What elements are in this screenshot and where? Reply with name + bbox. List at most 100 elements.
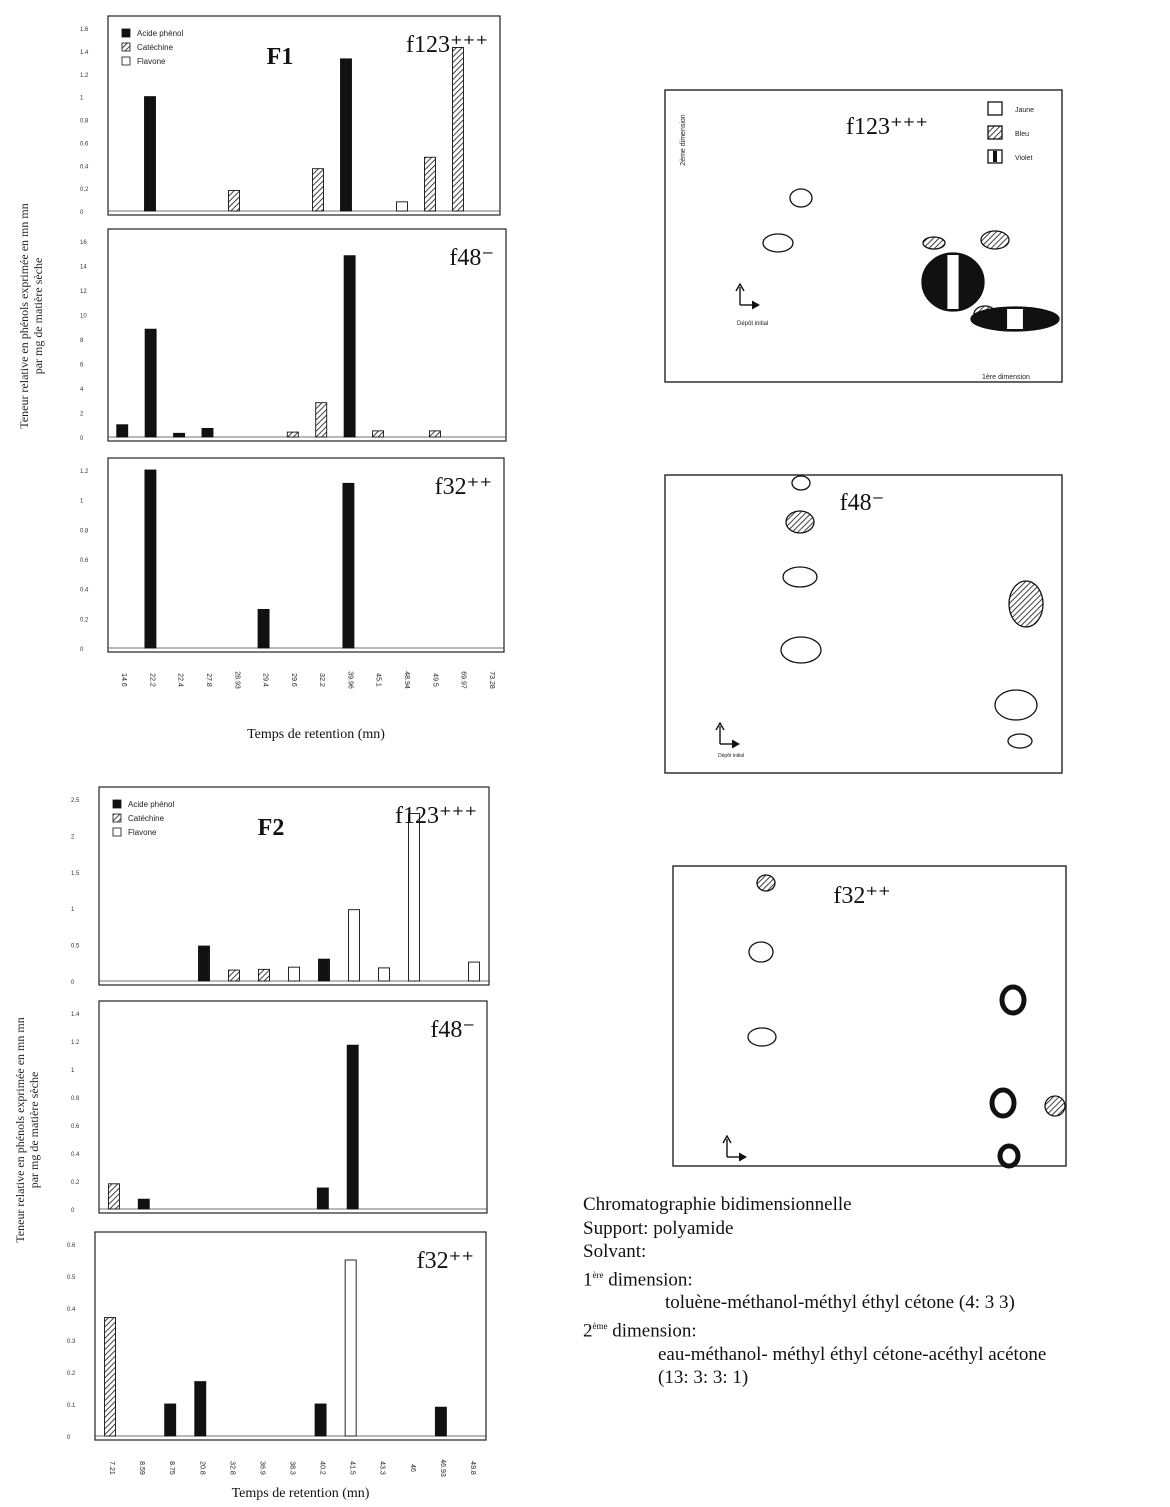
- x-tick-label: 8.75: [168, 1461, 175, 1475]
- bar-charts: 0 0.2 0.4 0.6 0.8 1 1.2 1.4 1.6 f123⁺⁺⁺ F1 Acide ph…: [13, 15, 507, 1501]
- sample-label: f32⁺⁺: [417, 1248, 474, 1274]
- x-tick-label: 8.59: [138, 1461, 145, 1475]
- bar-acide-phénol: [342, 482, 355, 649]
- y-tick-label: 0: [80, 436, 84, 442]
- x-tick-label: 39.96: [346, 671, 353, 689]
- y-tick-label: 1.2: [80, 469, 89, 475]
- bar-flavone: [378, 967, 390, 982]
- y-tick-label: 1.4: [80, 50, 89, 56]
- sample-label: f32⁺⁺: [435, 474, 492, 500]
- x-tick-label: 38.3: [289, 1461, 296, 1475]
- spot-bleu: [1008, 580, 1044, 628]
- plot-frame: [98, 1000, 488, 1214]
- y-tick-label: 4: [80, 387, 84, 393]
- legend-label: Catéchine: [128, 814, 165, 823]
- legend-label: Violet: [1015, 155, 1032, 162]
- legend-label: Bleu: [1015, 131, 1029, 138]
- caption-dim1: 1ère dimension:: [583, 1264, 1168, 1292]
- y-tick-label: 0: [67, 1435, 71, 1441]
- y-tick-label: 14: [80, 265, 87, 271]
- bar-catéchine: [452, 46, 464, 212]
- x-tick-label: 45.1: [375, 673, 382, 687]
- y-tick-label: 0.6: [80, 141, 89, 147]
- bar-acide-phénol: [137, 1198, 150, 1210]
- chart-panel-5: 0 0.2 0.4 0.6 0.8 1 1.2 1.4 f48⁻: [71, 1000, 488, 1214]
- y-tick-label: 0.2: [71, 1180, 80, 1186]
- plot-frame: [94, 1231, 487, 1441]
- bar-catéchine: [315, 402, 328, 438]
- x-tick-label: 32.8: [228, 1461, 235, 1475]
- y-tick-label: 0.5: [67, 1275, 76, 1281]
- bar-catéchine: [258, 968, 270, 982]
- chromatogram-plates: f123⁺⁺⁺ Dépôt initial 1ère dimension 2ème d…: [664, 89, 1067, 1169]
- plate-frame: [672, 865, 1067, 1167]
- y-axis-label: Teneur relative en phénols exprimée en m…: [17, 203, 45, 428]
- legend-swatch: [987, 101, 1003, 116]
- arrow-head: [731, 739, 741, 749]
- bar-flavone: [344, 1259, 357, 1437]
- y-tick-label: 0: [80, 647, 84, 653]
- spot-jaune: [748, 941, 774, 963]
- x-tick-label: 69.97: [460, 671, 467, 689]
- y-tick-label: 16: [80, 240, 87, 246]
- second-dimension-label: 2ème dimension: [680, 114, 687, 165]
- deposit-label: Dépôt initial: [718, 753, 744, 759]
- plate-frame: [664, 89, 1063, 383]
- plate-sample-label: f48⁻: [840, 490, 885, 516]
- bar-acide-phénol: [346, 1044, 359, 1210]
- y-tick-label: 0.2: [67, 1371, 76, 1377]
- y-tick-label: 1: [71, 1068, 75, 1074]
- spot-violet: [999, 984, 1027, 1016]
- x-tick-label: 22.2: [148, 673, 155, 687]
- plot-frame: [107, 457, 505, 653]
- bar-acide-phénol: [257, 608, 270, 649]
- x-tick-label: 41.5: [349, 1461, 356, 1475]
- y-tick-label: 0.4: [80, 164, 89, 170]
- x-tick-label: 36.9: [258, 1461, 265, 1475]
- bar-catéchine: [372, 430, 385, 438]
- y-tick-label: 2: [80, 412, 84, 418]
- y-tick-label: 2: [71, 834, 75, 840]
- caption-line-1: Chromatographie bidimensionnelle: [583, 1194, 852, 1215]
- plot-frame: [107, 228, 507, 442]
- y-axis-label: Teneur relative en phénols exprimée en m…: [13, 1017, 41, 1242]
- plate-sample-label: f123⁺⁺⁺: [846, 114, 928, 140]
- y-tick-label: 0: [71, 1208, 75, 1214]
- legend: Acide phénol Catéchine Flavone: [121, 28, 183, 66]
- legend-swatch: [112, 827, 122, 837]
- legend-label: Flavone: [137, 57, 166, 66]
- y-tick-label: 0.5: [71, 944, 80, 950]
- legend-label: Flavone: [128, 828, 157, 837]
- spot-jaune: [747, 1027, 777, 1047]
- spot-jaune: [1007, 733, 1033, 749]
- dim1-sup: ère: [592, 1269, 604, 1280]
- y-tick-label: 6: [80, 363, 84, 369]
- spot-bleu: [922, 236, 946, 250]
- legend-label: Acide phénol: [128, 800, 174, 809]
- bar-acide-phénol: [164, 1403, 177, 1437]
- spot-bleu: [756, 874, 776, 892]
- caption-line-2: Support: polyamide: [583, 1217, 734, 1239]
- y-tick-label: 1: [80, 499, 84, 505]
- plate-1: f123⁺⁺⁺ Dépôt initial 1ère dimension 2ème d…: [664, 89, 1063, 383]
- legend-swatch: [121, 28, 131, 38]
- y-tick-label: 0.8: [71, 1096, 80, 1102]
- caption-dim1-solvent: toluène-méthanol-méthyl éthyl cétone (4:…: [665, 1292, 1015, 1314]
- y-tick-label: 1.2: [80, 73, 89, 79]
- y-tick-label: 0.6: [80, 558, 89, 564]
- x-tick-label: 29.6: [290, 673, 297, 687]
- y-tick-label: 1.5: [71, 871, 80, 877]
- bar-acide-phénol: [318, 958, 330, 982]
- y-tick-label: 0.3: [67, 1339, 76, 1345]
- chart-panel-3: 0 0.2 0.4 0.6 0.8 1 1.2 f32⁺⁺ 14.6 22.2 22.4 27.8 28…: [80, 457, 505, 742]
- bar-acide-phénol: [316, 1187, 329, 1210]
- plot-frame: [107, 15, 501, 216]
- legend-swatch: [121, 42, 131, 52]
- x-tick-label: 32.2: [318, 673, 325, 687]
- dim2-label: dimension:: [607, 1320, 697, 1342]
- x-tick-label: 40.2: [319, 1461, 326, 1475]
- y-tick-label: 0.8: [80, 528, 89, 534]
- y-tick-label: 0.4: [71, 1152, 80, 1158]
- bar-acide-phénol: [144, 96, 156, 212]
